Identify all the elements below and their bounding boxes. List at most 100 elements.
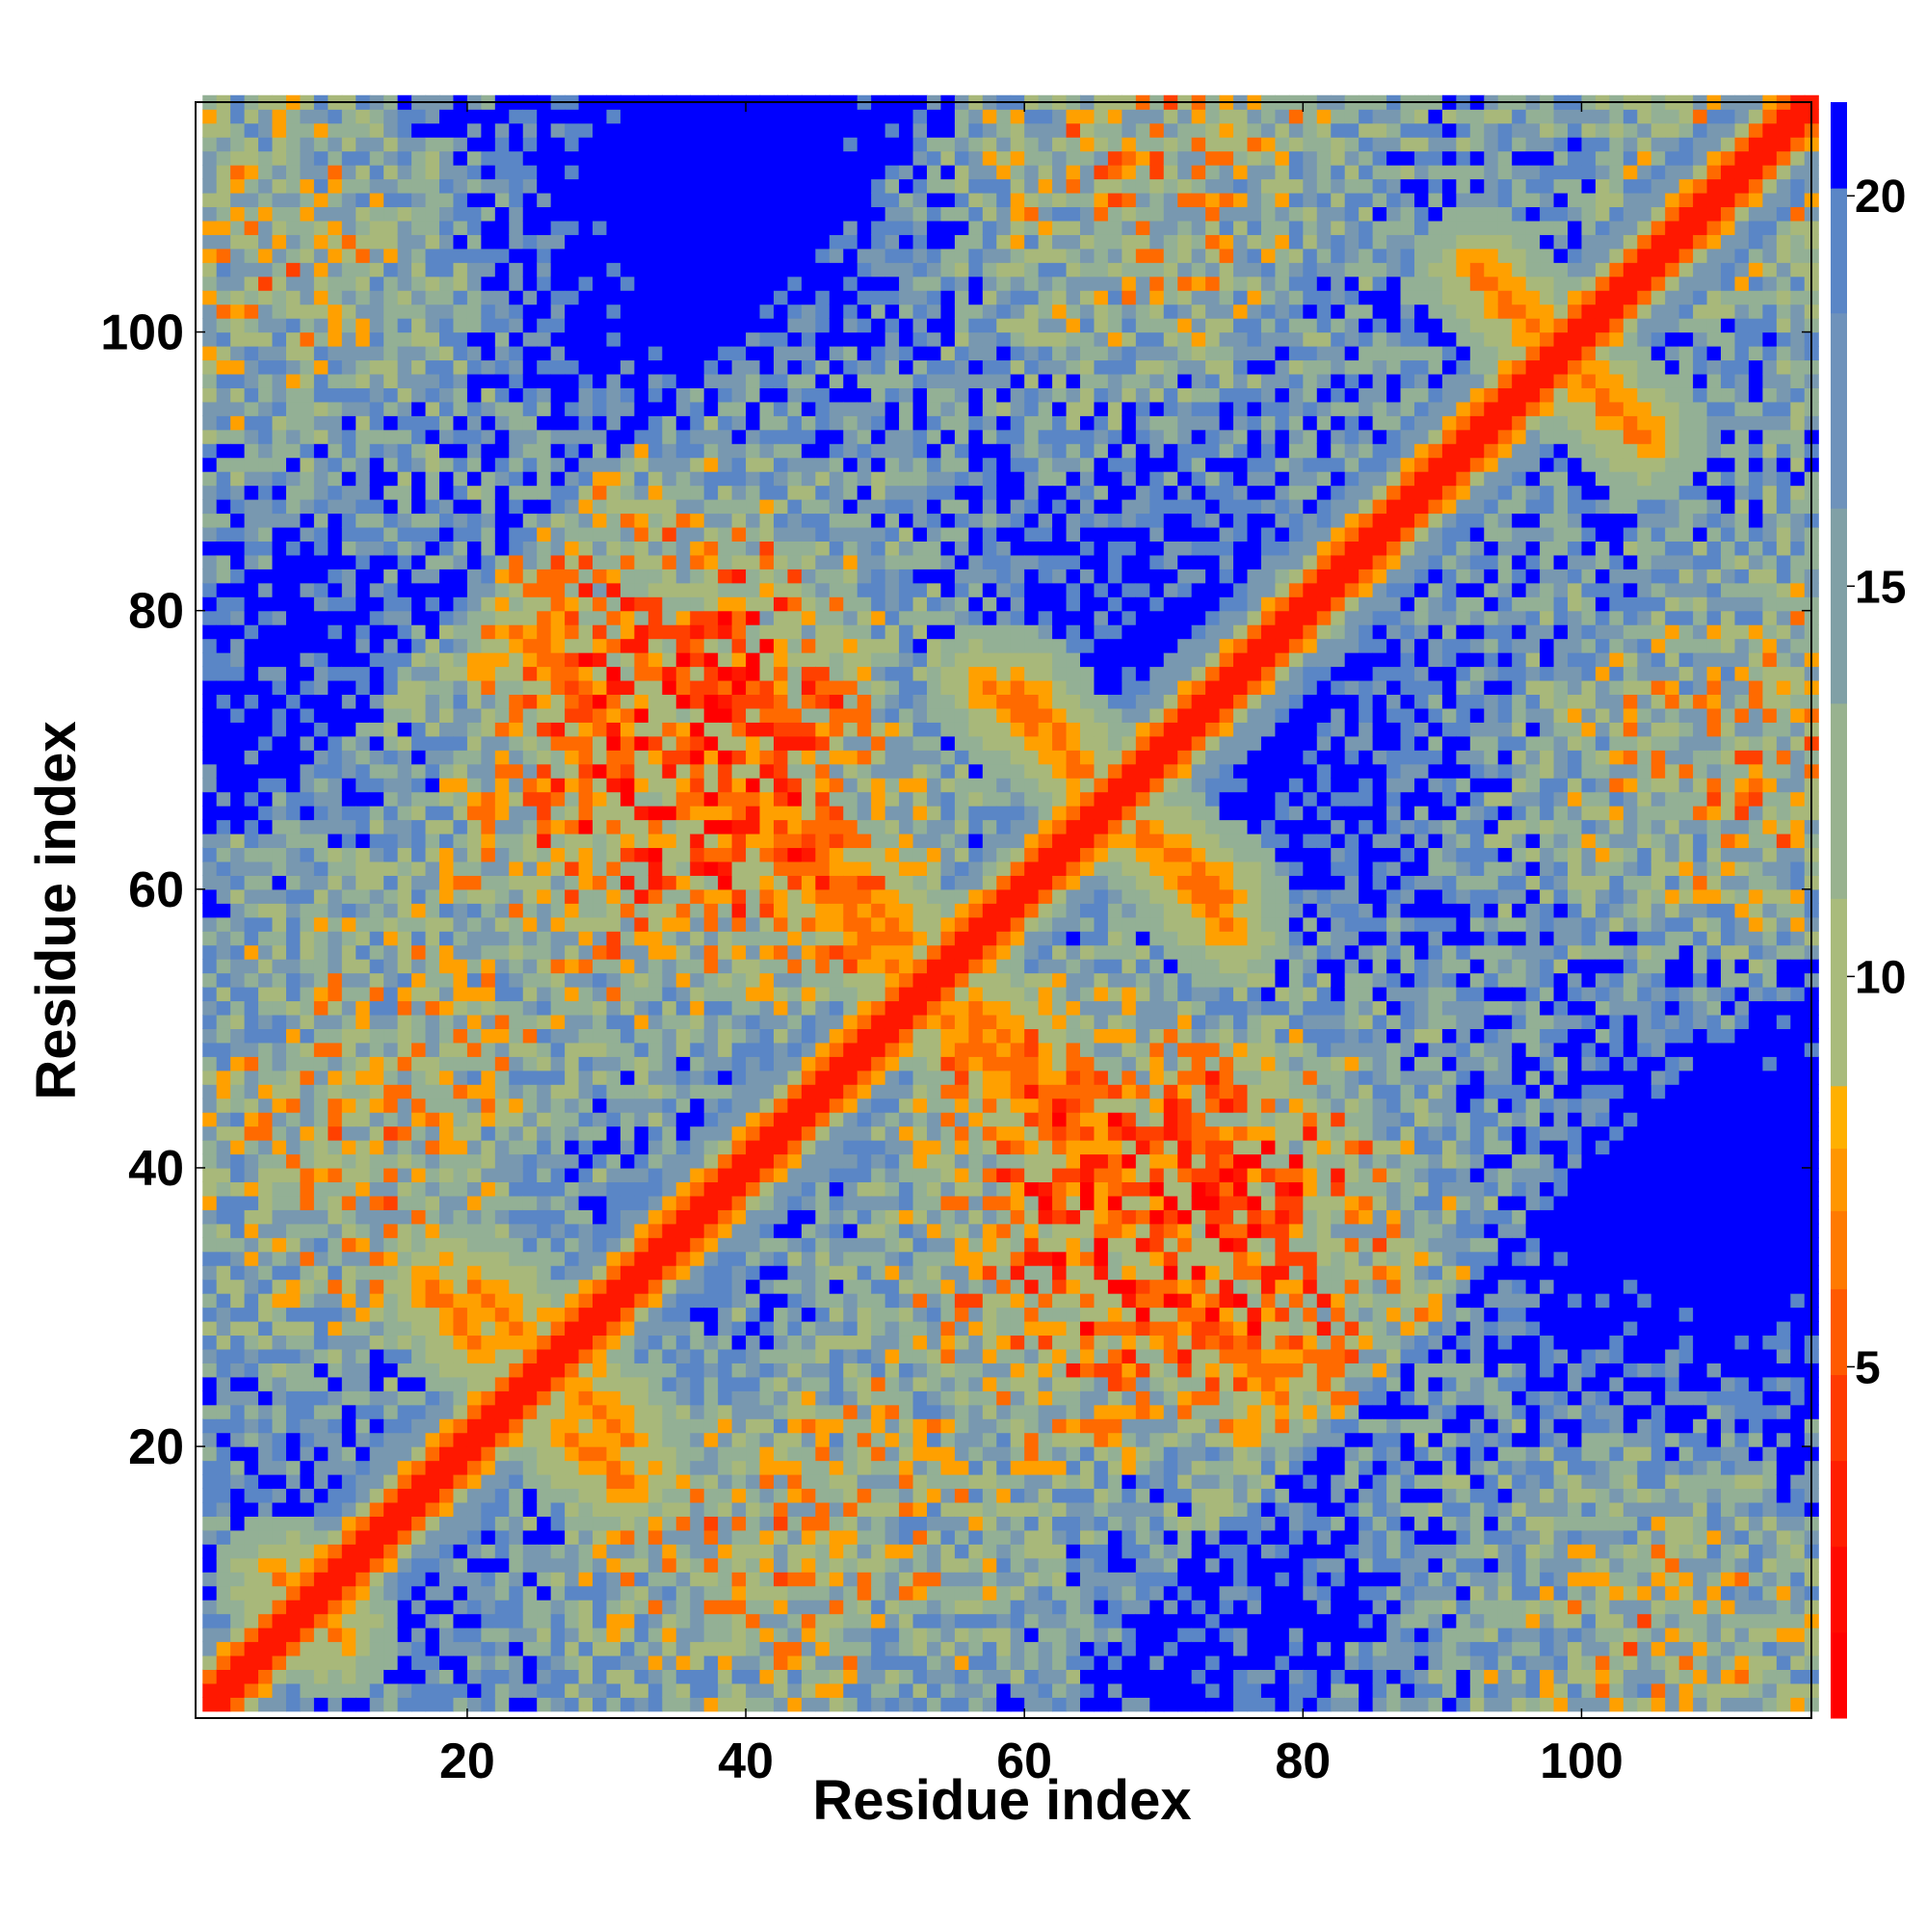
heatmap-cell	[272, 150, 287, 166]
heatmap-cell	[522, 1279, 538, 1294]
heatmap-cell	[593, 1237, 608, 1253]
heatmap-cell	[466, 931, 482, 946]
heatmap-cell	[258, 1628, 274, 1643]
heatmap-cell	[773, 722, 789, 737]
heatmap-cell	[216, 359, 231, 375]
heatmap-cell	[328, 694, 343, 709]
heatmap-cell	[466, 1572, 482, 1587]
heatmap-cell	[522, 1140, 538, 1155]
heatmap-cell	[731, 806, 747, 821]
heatmap-cell	[356, 1307, 371, 1322]
heatmap-cell	[216, 1028, 231, 1044]
heatmap-cell	[593, 806, 608, 821]
heatmap-cell	[285, 1488, 302, 1503]
heatmap-cell	[466, 443, 482, 459]
heatmap-cell	[411, 707, 427, 723]
heatmap-cell	[718, 847, 733, 862]
heatmap-cell	[397, 888, 412, 904]
heatmap-cell	[634, 624, 649, 640]
heatmap-cell	[466, 1376, 482, 1391]
heatmap-cell	[481, 860, 496, 876]
heatmap-cell	[494, 471, 510, 487]
heatmap-cell	[216, 1320, 231, 1337]
heatmap-cell	[216, 638, 231, 653]
heatmap-cell	[397, 1056, 412, 1072]
heatmap-cell	[522, 220, 538, 235]
heatmap-cell	[647, 122, 663, 138]
heatmap-cell	[494, 1237, 510, 1253]
heatmap-cell	[522, 763, 538, 779]
heatmap-cell	[272, 1181, 287, 1197]
heatmap-cell	[481, 972, 496, 988]
heatmap-cell	[550, 1223, 566, 1238]
heatmap-cell	[801, 1669, 816, 1684]
heatmap-cell	[230, 554, 246, 569]
heatmap-cell	[230, 1348, 246, 1363]
heatmap-cell	[383, 318, 399, 333]
heatmap-cell	[620, 833, 635, 849]
heatmap-cell	[258, 1098, 274, 1113]
heatmap-cell	[746, 1654, 761, 1670]
heatmap-cell	[202, 931, 218, 946]
heatmap-cell	[690, 1474, 705, 1490]
heatmap-cell	[494, 485, 510, 500]
heatmap-cell	[578, 610, 594, 625]
heatmap-cell	[662, 638, 677, 653]
heatmap-cell	[425, 959, 440, 974]
heatmap-cell	[244, 1572, 259, 1587]
heatmap-cell	[439, 610, 455, 625]
heatmap-cell	[509, 987, 524, 1002]
heatmap-cell	[439, 1572, 455, 1587]
heatmap-cell	[509, 1125, 524, 1141]
heatmap-cell	[202, 624, 218, 640]
heatmap-cell	[272, 582, 287, 597]
heatmap-cell	[439, 860, 455, 876]
heatmap-cell	[703, 192, 719, 208]
heatmap-cell	[537, 1697, 552, 1712]
heatmap-cell	[439, 1000, 455, 1016]
heatmap-cell	[383, 596, 399, 612]
heatmap-cell	[258, 722, 274, 737]
heatmap-cell	[285, 150, 302, 166]
heatmap-cell	[411, 833, 427, 849]
heatmap-cell	[578, 750, 594, 765]
heatmap-cell	[773, 1404, 789, 1419]
heatmap-cell	[313, 931, 329, 946]
heatmap-cell	[746, 819, 761, 834]
heatmap-cell	[537, 387, 552, 403]
heatmap-cell	[202, 888, 218, 904]
heatmap-cell	[272, 750, 287, 765]
heatmap-cell	[606, 596, 621, 612]
heatmap-cell	[787, 1237, 803, 1253]
heatmap-cell	[746, 1376, 761, 1391]
heatmap-cell	[230, 165, 246, 180]
heatmap-cell	[731, 1529, 747, 1545]
heatmap-cell	[285, 248, 302, 263]
heatmap-cell	[578, 1195, 594, 1210]
heatmap-cell	[466, 819, 482, 834]
heatmap-cell	[285, 1348, 302, 1363]
heatmap-cell	[411, 304, 427, 319]
heatmap-cell	[509, 192, 524, 208]
heatmap-cell	[202, 1460, 218, 1475]
heatmap-cell	[759, 137, 775, 152]
heatmap-cell	[272, 554, 287, 569]
heatmap-cell	[690, 304, 705, 319]
heatmap-cell	[481, 192, 496, 208]
heatmap-cell	[258, 276, 274, 291]
heatmap-cell	[481, 596, 496, 612]
heatmap-cell	[313, 1474, 329, 1490]
heatmap-cell	[773, 206, 789, 222]
heatmap-cell	[356, 944, 371, 960]
heatmap-cell	[593, 1516, 608, 1531]
heatmap-cell	[383, 415, 399, 431]
heatmap-cell	[230, 679, 246, 696]
heatmap-cell	[272, 666, 287, 681]
heatmap-cell	[718, 735, 733, 751]
heatmap-cell	[787, 1042, 803, 1057]
heatmap-cell	[787, 554, 803, 569]
heatmap-cell	[300, 526, 315, 542]
heatmap-cell	[453, 1153, 468, 1169]
heatmap-cell	[216, 1181, 231, 1197]
heatmap-cell	[481, 1153, 496, 1169]
